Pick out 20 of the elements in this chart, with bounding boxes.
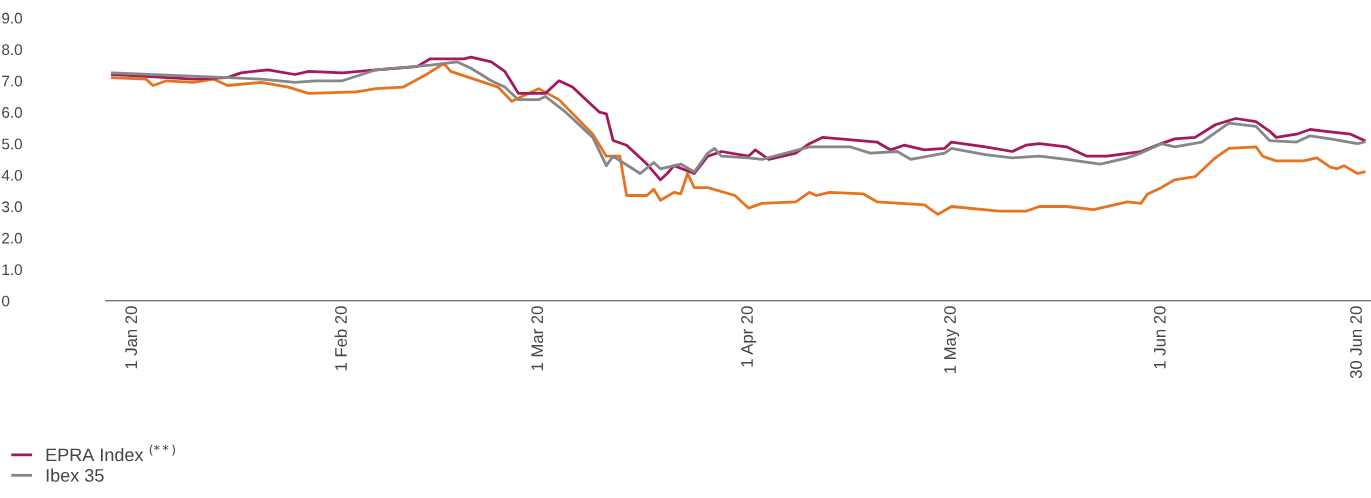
x-tick-label: 30 Jun 20 (1350, 306, 1362, 379)
y-tick-label: 8.0 (2, 44, 23, 56)
y-tick-label: 9.0 (2, 12, 23, 24)
y-tick-label: 7.0 (2, 75, 23, 87)
legend-label: Ibex 35 (46, 468, 104, 482)
x-tick-label: 1 Apr 20 (741, 306, 757, 367)
x-tick-label: 1 Jan 20 (125, 306, 138, 369)
x-tick-label: 1 Jun 20 (1153, 306, 1166, 369)
y-tick-label: 5.0 (2, 138, 23, 150)
legend-label: EPRA Index $^{(**)}$ (46, 444, 176, 462)
line-series (110, 62, 1366, 216)
y-tick-label: 4.0 (1, 169, 23, 181)
x-tick-label: 1 Mar 20 (531, 306, 544, 371)
y-tick-label: 6.0 (2, 107, 23, 118)
y-tick-label: 2.0 (2, 232, 23, 244)
y-tick-label: 1.0 (2, 264, 23, 276)
y-tick-label: 3.0 (1, 201, 23, 213)
x-tick-label: 1 May 20 (944, 306, 960, 373)
x-tick-label: 1 Feb 20 (334, 306, 347, 371)
y-tick-label: 0 (2, 295, 10, 307)
